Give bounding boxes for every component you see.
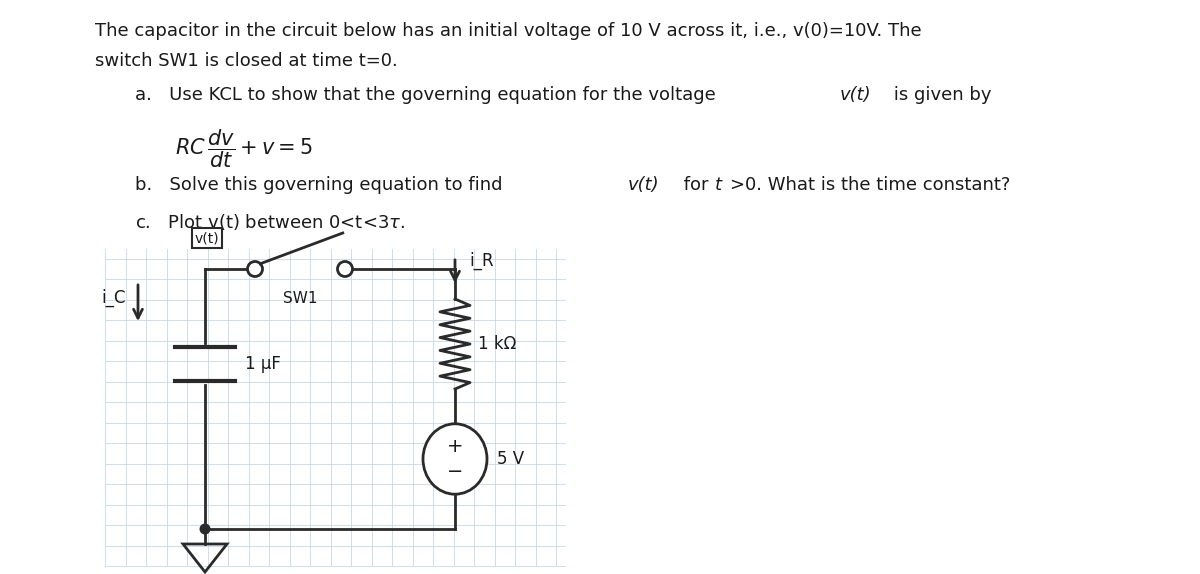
Text: c.   Plot v(t) between 0<t<3$\tau$.: c. Plot v(t) between 0<t<3$\tau$. xyxy=(134,212,406,232)
Text: for: for xyxy=(678,176,714,194)
Text: v(t): v(t) xyxy=(628,176,660,194)
Text: 1 µF: 1 µF xyxy=(245,355,281,373)
Text: switch SW1 is closed at time t=0.: switch SW1 is closed at time t=0. xyxy=(95,52,397,70)
Text: +: + xyxy=(446,437,463,456)
Text: 1 kΩ: 1 kΩ xyxy=(478,335,516,353)
Text: 5 V: 5 V xyxy=(497,450,524,468)
Text: SW1: SW1 xyxy=(283,291,317,306)
Text: v(t): v(t) xyxy=(840,86,871,104)
Text: −: − xyxy=(446,461,463,480)
Text: t: t xyxy=(715,176,722,194)
Circle shape xyxy=(199,523,210,534)
Text: v(t): v(t) xyxy=(194,231,220,245)
Circle shape xyxy=(247,262,263,277)
Text: >0. What is the time constant?: >0. What is the time constant? xyxy=(730,176,1010,194)
Circle shape xyxy=(337,262,353,277)
Text: is given by: is given by xyxy=(888,86,991,104)
Text: a.   Use KCL to show that the governing equation for the voltage: a. Use KCL to show that the governing eq… xyxy=(134,86,721,104)
Text: b.   Solve this governing equation to find: b. Solve this governing equation to find xyxy=(134,176,509,194)
Text: i_C: i_C xyxy=(102,289,126,307)
Text: $RC\,\dfrac{dv}{dt} + v = 5$: $RC\,\dfrac{dv}{dt} + v = 5$ xyxy=(175,127,313,169)
Text: i_R: i_R xyxy=(469,252,493,270)
Ellipse shape xyxy=(424,424,487,494)
Text: The capacitor in the circuit below has an initial voltage of 10 V across it, i.e: The capacitor in the circuit below has a… xyxy=(95,22,922,40)
